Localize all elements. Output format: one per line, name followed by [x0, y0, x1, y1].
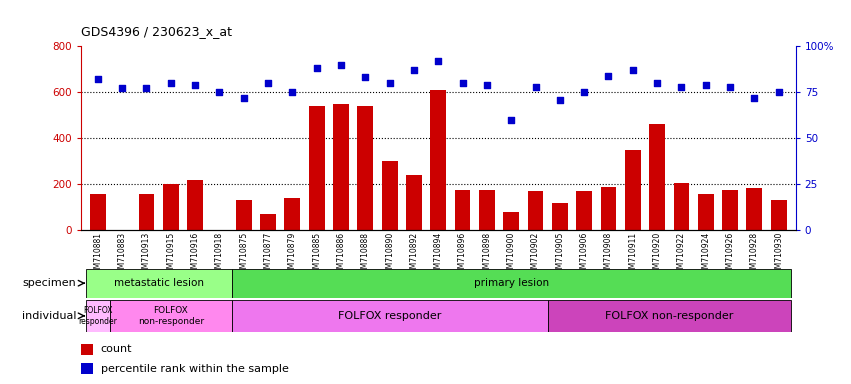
Point	[699, 82, 712, 88]
Bar	[187, 180, 203, 230]
Point	[237, 94, 250, 101]
Bar	[284, 198, 300, 230]
Point	[528, 84, 542, 90]
Bar	[625, 150, 641, 230]
Bar	[576, 191, 592, 230]
Point	[675, 84, 688, 90]
Point	[480, 82, 494, 88]
Bar	[382, 161, 397, 230]
Bar	[81, 344, 93, 355]
Point	[358, 74, 372, 81]
Bar	[231, 269, 791, 298]
Text: percentile rank within the sample: percentile rank within the sample	[100, 364, 288, 374]
Bar	[548, 300, 791, 332]
Bar	[649, 124, 665, 230]
Bar	[528, 191, 544, 230]
Point	[650, 80, 664, 86]
Text: metastatic lesion: metastatic lesion	[114, 278, 203, 288]
Bar	[746, 188, 762, 230]
Bar	[503, 212, 519, 230]
Bar	[110, 300, 231, 332]
Bar	[552, 203, 568, 230]
Bar	[86, 269, 231, 298]
Bar	[139, 194, 154, 230]
Text: FOLFOX non-responder: FOLFOX non-responder	[605, 311, 734, 321]
Bar	[86, 300, 110, 332]
Point	[602, 73, 615, 79]
Bar	[722, 190, 738, 230]
Point	[407, 67, 420, 73]
Text: FOLFOX responder: FOLFOX responder	[338, 311, 442, 321]
Point	[261, 80, 275, 86]
Point	[456, 80, 470, 86]
Point	[723, 84, 737, 90]
Text: specimen: specimen	[23, 278, 77, 288]
Point	[213, 89, 226, 95]
Bar	[454, 190, 471, 230]
Point	[286, 89, 300, 95]
Bar	[431, 90, 446, 230]
Bar	[90, 194, 106, 230]
Bar	[673, 183, 689, 230]
Bar	[771, 200, 786, 230]
Bar	[333, 104, 349, 230]
Text: individual: individual	[22, 311, 77, 321]
Bar	[236, 200, 252, 230]
Point	[747, 94, 761, 101]
Point	[772, 89, 785, 95]
Point	[116, 85, 129, 91]
Text: primary lesion: primary lesion	[474, 278, 549, 288]
Bar	[163, 184, 179, 230]
Point	[553, 96, 567, 103]
Text: FOLFOX
responder: FOLFOX responder	[78, 306, 117, 326]
Point	[310, 65, 323, 71]
Point	[383, 80, 397, 86]
Bar	[231, 300, 548, 332]
Bar	[479, 190, 494, 230]
Point	[140, 85, 153, 91]
Point	[334, 61, 348, 68]
Bar	[309, 106, 324, 230]
Point	[188, 82, 202, 88]
Point	[626, 67, 640, 73]
Bar	[601, 187, 616, 230]
Bar	[260, 214, 276, 230]
Text: GDS4396 / 230623_x_at: GDS4396 / 230623_x_at	[81, 25, 231, 38]
Point	[577, 89, 591, 95]
Bar	[406, 175, 422, 230]
Text: FOLFOX
non-responder: FOLFOX non-responder	[138, 306, 204, 326]
Text: count: count	[100, 344, 132, 354]
Bar	[81, 363, 93, 374]
Point	[164, 80, 178, 86]
Point	[505, 117, 518, 123]
Point	[91, 76, 105, 82]
Point	[431, 58, 445, 64]
Bar	[698, 194, 714, 230]
Bar	[357, 106, 374, 230]
